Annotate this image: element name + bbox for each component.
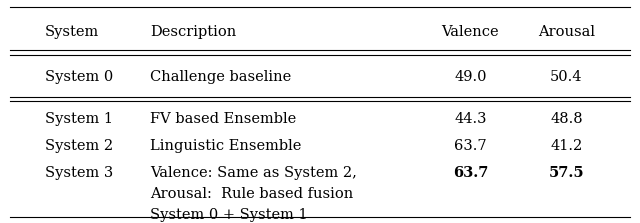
Text: Linguistic Ensemble: Linguistic Ensemble (150, 139, 302, 153)
Text: 63.7: 63.7 (454, 139, 486, 153)
Text: Challenge baseline: Challenge baseline (150, 70, 292, 84)
Text: System: System (45, 25, 99, 39)
Text: System 1: System 1 (45, 112, 113, 126)
Text: FV based Ensemble: FV based Ensemble (150, 112, 297, 126)
Text: 44.3: 44.3 (454, 112, 486, 126)
Text: Arousal: Arousal (538, 25, 595, 39)
Text: 49.0: 49.0 (454, 70, 486, 84)
Text: 48.8: 48.8 (550, 112, 582, 126)
Text: Arousal:  Rule based fusion: Arousal: Rule based fusion (150, 187, 354, 201)
Text: Valence: Valence (442, 25, 499, 39)
Text: 50.4: 50.4 (550, 70, 582, 84)
Text: 41.2: 41.2 (550, 139, 582, 153)
Text: System 2: System 2 (45, 139, 113, 153)
Text: System 3: System 3 (45, 166, 113, 180)
Text: 63.7: 63.7 (452, 166, 488, 180)
Text: System 0: System 0 (45, 70, 113, 84)
Text: 57.5: 57.5 (548, 166, 584, 180)
Text: Description: Description (150, 25, 237, 39)
Text: Valence: Same as System 2,: Valence: Same as System 2, (150, 166, 357, 180)
Text: System 0 + System 1: System 0 + System 1 (150, 208, 308, 222)
